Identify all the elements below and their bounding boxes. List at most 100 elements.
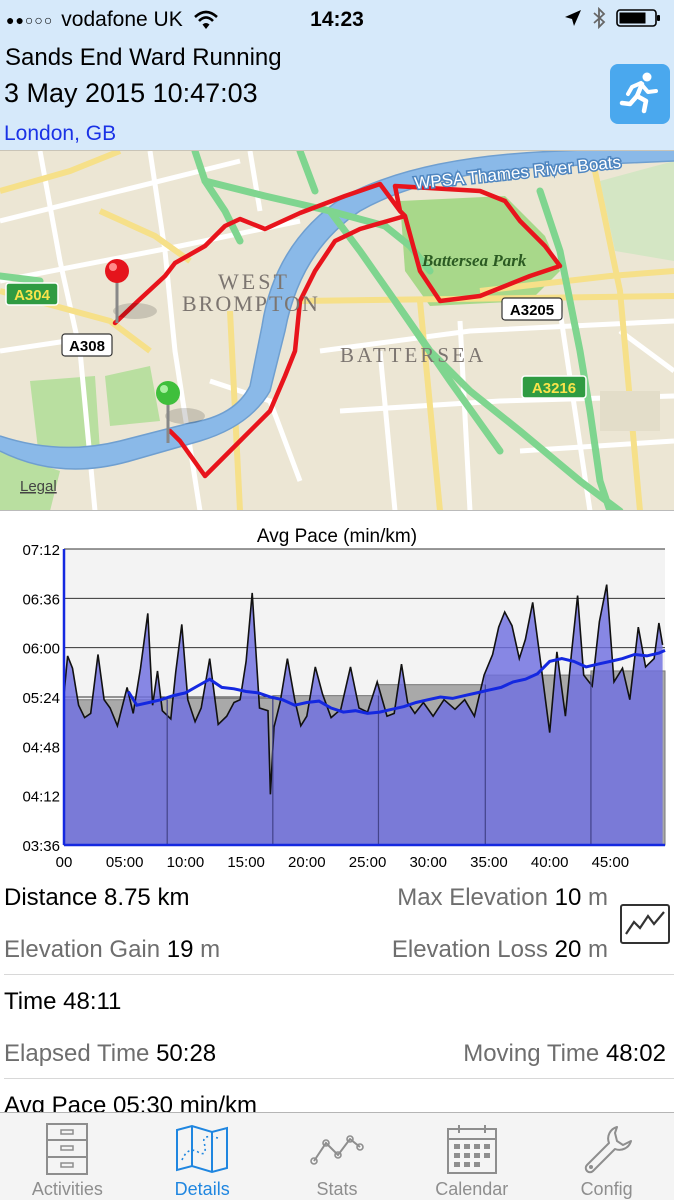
building (600, 391, 660, 431)
y-tick-label: 04:48 (22, 739, 60, 756)
y-tick-label: 06:00 (22, 641, 60, 658)
y-tick-label: 05:24 (22, 690, 60, 707)
carrier-name: vodafone UK (61, 8, 183, 31)
pace-area (64, 584, 663, 845)
tab-details[interactable]: Details (135, 1113, 270, 1200)
elevation-loss-value: 20 (554, 936, 582, 963)
tab-activities[interactable]: Activities (0, 1113, 135, 1200)
route-line (112, 181, 563, 479)
calendar-icon (442, 1119, 502, 1179)
x-tick-label: 15:00 (227, 854, 265, 871)
runner-icon (618, 70, 662, 119)
major-roads (0, 151, 624, 510)
distance-label: Distance (4, 884, 98, 911)
pace-chart[interactable]: Avg Pace (min/km) 07:12 06:36 06:00 05:24 04… (0, 510, 674, 880)
elevation-loss-unit: m (588, 936, 608, 963)
y-tick-label: 03:36 (22, 838, 60, 855)
distance-row: Distance 8.75 km (4, 884, 674, 912)
time-label: Time (4, 988, 57, 1015)
activity-header: Sands End Ward Running 3 May 2015 10:47:… (0, 40, 674, 150)
elapsed-time-row: Elapsed Time 50:28 (4, 1040, 674, 1068)
activity-name: Sands End Ward Running (5, 44, 282, 71)
svg-text:A3205: A3205 (510, 302, 554, 319)
wifi-icon (193, 10, 219, 30)
elevation-loss-label: Elevation Loss (391, 936, 548, 963)
bluetooth-icon (592, 6, 606, 34)
tab-config-label: Config (580, 1179, 633, 1199)
x-tick-label: 10:00 (167, 854, 205, 871)
distance-value: 8.75 (104, 884, 151, 911)
max-elevation-label: Max Elevation (397, 884, 548, 911)
y-tick-label: 07:12 (22, 542, 60, 559)
elevation-gain-unit: m (200, 936, 221, 963)
x-tick-label: 20:00 (288, 854, 326, 871)
park-area (0, 451, 60, 510)
brompton-label: BROMPTON (182, 291, 320, 316)
map-route-icon (172, 1119, 232, 1179)
elevation-loss-row: Elevation Loss 20 m (392, 936, 608, 964)
tab-bar: Activities Details Stats Calendar Config (0, 1112, 674, 1200)
start-pin-icon[interactable] (156, 381, 205, 443)
a308-badge: A308 (61, 333, 113, 357)
park-area (600, 161, 674, 261)
battersea-label: BATTERSEA (340, 343, 486, 367)
west-label: WEST (218, 269, 290, 294)
stats-panel: Distance 8.75 km Max Elevation 10 m Elev… (0, 876, 674, 1119)
activity-location[interactable]: London, GB (4, 122, 117, 145)
svg-text:A308: A308 (69, 338, 105, 355)
divider (4, 974, 674, 975)
elevation-gain-value: 19 (166, 936, 194, 963)
max-elevation-row: Max Elevation 10 m (397, 884, 608, 912)
cabinet-icon (37, 1119, 97, 1179)
signal-strength: ●●○○○ (6, 12, 54, 28)
x-tick-label: 00 (56, 854, 73, 871)
tab-stats-label: Stats (316, 1179, 358, 1199)
tab-stats[interactable]: Stats (270, 1113, 405, 1200)
x-tick-label: 35:00 (470, 854, 508, 871)
line-graph-icon (307, 1119, 367, 1179)
park-label: Battersea Park (421, 251, 527, 270)
legal-link[interactable]: Legal (20, 478, 57, 495)
elevation-gain-label: Elevation Gain (4, 936, 161, 963)
activity-type-button[interactable] (610, 64, 670, 124)
moving-time-row: Moving Time 48:02 (463, 1040, 666, 1068)
elevation-gain-row: Elevation Gain 19 m (4, 936, 674, 964)
distance-unit: km (157, 884, 190, 911)
x-tick-label: 45:00 (592, 854, 630, 871)
activity-date: 3 May 2015 10:47:03 (4, 78, 258, 108)
x-tick-label: 30:00 (409, 854, 447, 871)
route-map[interactable]: WPSA Thames River Boats Battersea Park W… (0, 150, 674, 510)
status-right (564, 0, 662, 40)
elevation-graph-button[interactable] (620, 904, 670, 944)
tab-config[interactable]: Config (539, 1113, 674, 1200)
max-elevation-value: 10 (554, 884, 582, 911)
chart-title: Avg Pace (min/km) (257, 526, 417, 547)
a304-badge: A304 (5, 282, 59, 306)
line-graph-icon (622, 911, 668, 946)
a3216-badge: A3216 (521, 375, 587, 399)
moving-time-label: Moving Time (463, 1040, 600, 1067)
x-tick-label: 40:00 (531, 854, 569, 871)
tab-details-label: Details (174, 1179, 230, 1199)
carrier-info: ●●○○○ vodafone UK (0, 0, 219, 40)
max-elevation-unit: m (588, 884, 608, 911)
park-area (105, 366, 160, 426)
svg-text:A304: A304 (14, 287, 51, 304)
end-pin-icon[interactable] (105, 259, 157, 323)
a3205-badge: A3205 (501, 297, 563, 321)
tab-calendar[interactable]: Calendar (404, 1113, 539, 1200)
svg-text:A3216: A3216 (532, 380, 576, 397)
divider (4, 1078, 674, 1079)
secondary-roads (0, 151, 674, 510)
y-tick-label: 06:36 (22, 591, 60, 608)
wrench-icon (577, 1119, 637, 1179)
battery-icon (616, 8, 662, 33)
tab-calendar-label: Calendar (435, 1179, 509, 1199)
status-bar: ●●○○○ vodafone UK 14:23 (0, 0, 674, 40)
x-tick-label: 05:00 (106, 854, 144, 871)
time-value: 48:11 (63, 988, 122, 1015)
location-arrow-icon (564, 9, 582, 32)
y-tick-label: 04:12 (22, 789, 60, 806)
x-tick-label: 25:00 (349, 854, 387, 871)
time-row: Time 48:11 (4, 988, 674, 1016)
